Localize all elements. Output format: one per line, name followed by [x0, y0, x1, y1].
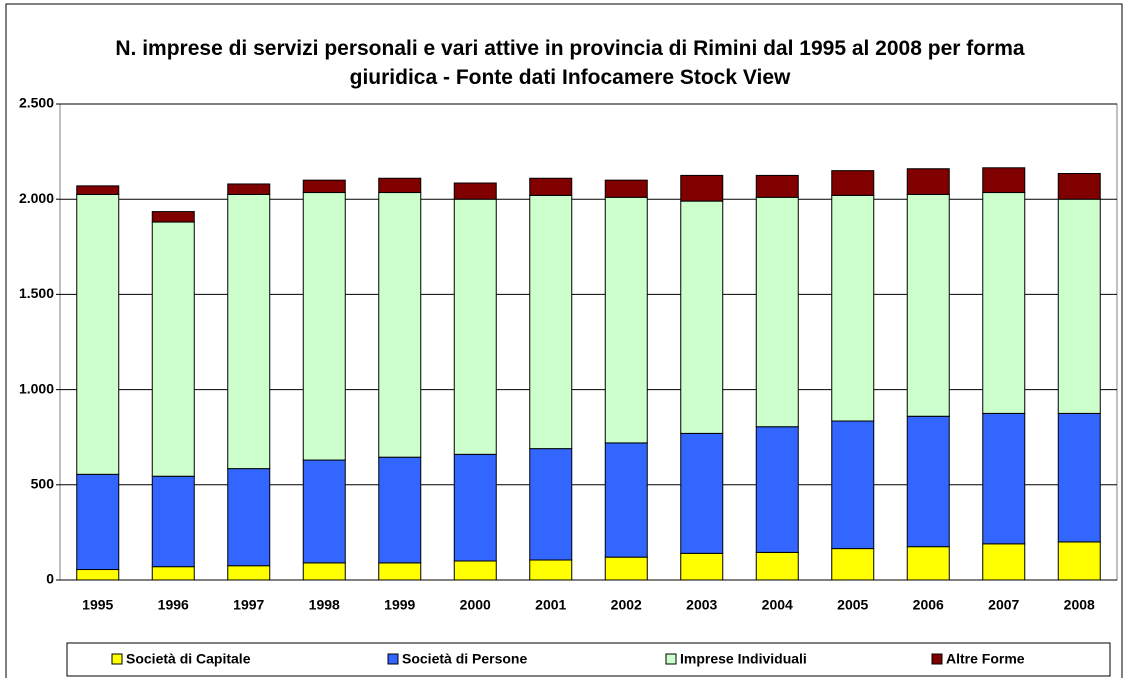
x-tick-label: 2007	[988, 597, 1019, 613]
bar-segment	[831, 420, 875, 550]
bar-segment	[604, 179, 648, 198]
bar-segment	[529, 559, 573, 581]
bar-segment	[1057, 412, 1101, 543]
x-tick-label: 1997	[233, 597, 264, 613]
legend-swatch	[111, 653, 123, 665]
x-tick-label: 2003	[686, 597, 717, 613]
bar-segment	[453, 453, 497, 562]
y-tick-label: 1.500	[19, 285, 54, 301]
bar-segment	[831, 548, 875, 581]
bar-segment	[378, 177, 422, 194]
bar-segment	[906, 193, 950, 417]
x-tick-label: 2001	[535, 597, 566, 613]
bar-segment	[302, 562, 346, 581]
bar-segment	[755, 426, 799, 553]
y-tick-label: 0	[46, 571, 54, 587]
legend-swatch	[387, 653, 399, 665]
x-tick-label: 1999	[384, 597, 415, 613]
bar-segment	[76, 473, 120, 571]
bar-segment	[982, 412, 1026, 545]
bar-segment	[529, 194, 573, 450]
bar-segment	[604, 196, 648, 444]
bar-segment	[378, 192, 422, 458]
x-tick-label: 1995	[82, 597, 113, 613]
bar-segment	[151, 566, 195, 581]
bar-segment	[378, 562, 422, 581]
x-tick-label: 2002	[611, 597, 642, 613]
x-tick-label: 2000	[460, 597, 491, 613]
bar-segment	[227, 193, 271, 470]
bar-segment	[453, 182, 497, 200]
y-tick-label: 2.500	[19, 95, 54, 111]
bar-segment	[76, 185, 120, 195]
x-tick-label: 2005	[837, 597, 868, 613]
bar-segment	[755, 174, 799, 198]
legend-label: Imprese Individuali	[680, 651, 807, 667]
bar-segment	[982, 167, 1026, 194]
bar-segment	[151, 475, 195, 568]
bar-segment	[76, 569, 120, 581]
bar-segment	[227, 183, 271, 195]
bar-segment	[529, 177, 573, 196]
y-tick-label: 500	[31, 476, 55, 492]
bar-segment	[831, 194, 875, 422]
bar-segment	[302, 459, 346, 564]
x-tick-label: 2006	[913, 597, 944, 613]
legend-label: Altre Forme	[946, 651, 1025, 667]
chart-title: N. imprese di servizi personali e vari a…	[115, 37, 1025, 89]
bar-segment	[906, 415, 950, 548]
bar-segment	[755, 551, 799, 581]
x-tick-label: 1998	[309, 597, 340, 613]
bar-segment	[227, 565, 271, 581]
bar-segment	[680, 552, 724, 581]
bar-segment	[378, 456, 422, 564]
bar-segment	[1057, 198, 1101, 414]
bar-segment	[982, 192, 1026, 414]
y-tick-label: 1.000	[19, 380, 54, 396]
bar-segment	[906, 168, 950, 195]
y-tick-label: 2.000	[19, 190, 54, 206]
x-tick-label: 1996	[158, 597, 189, 613]
legend-swatch	[665, 653, 677, 665]
bar-segment	[680, 200, 724, 434]
bar-segment	[302, 179, 346, 194]
legend-label: Società di Persone	[402, 651, 527, 667]
bar-segment	[680, 174, 724, 202]
bar-segment	[831, 170, 875, 196]
legend-label: Società di Capitale	[126, 651, 251, 667]
bar-segment	[453, 198, 497, 455]
bar-segment	[151, 221, 195, 477]
bar-segment	[604, 442, 648, 558]
bar-segment	[1057, 541, 1101, 581]
bar-segment	[906, 546, 950, 581]
bar-segment	[755, 196, 799, 428]
bar-segment	[151, 211, 195, 223]
bar-segment	[982, 543, 1026, 581]
plot-area	[59, 103, 1118, 581]
bar-segment	[453, 560, 497, 581]
x-tick-label: 2004	[762, 597, 793, 613]
bar-segment	[76, 193, 120, 475]
bar-segment	[680, 432, 724, 554]
bar-segment	[604, 556, 648, 581]
bar-segment	[302, 192, 346, 461]
legend-swatch	[931, 653, 943, 665]
bar-segment	[1057, 172, 1101, 200]
bar-segment	[227, 468, 271, 567]
bar-segment	[529, 448, 573, 561]
x-tick-label: 2008	[1064, 597, 1095, 613]
